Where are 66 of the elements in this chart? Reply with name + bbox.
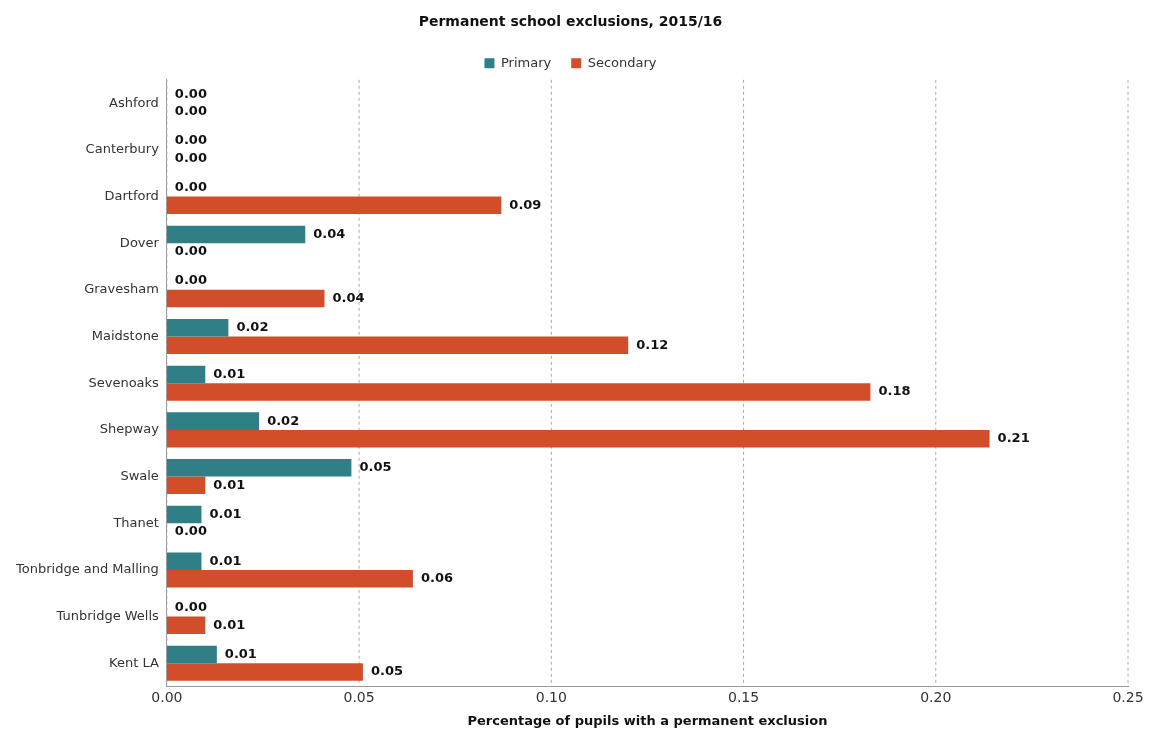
y-tick-label: Tunbridge Wells	[55, 607, 160, 623]
y-tick-label: Tonbridge and Malling	[14, 561, 159, 577]
data-label: 0.01	[209, 505, 242, 521]
chart-title: Permanent school exclusions, 2015/16	[418, 13, 723, 30]
x-axis-title: Percentage of pupils with a permanent exclusion	[467, 712, 828, 728]
x-tick-label: 0.10	[535, 688, 567, 705]
y-tick-label: Maidstone	[91, 327, 159, 343]
y-tick-label: Swale	[120, 467, 159, 483]
data-label: 0.00	[174, 132, 207, 148]
bar	[166, 336, 629, 355]
bar	[166, 476, 206, 495]
bar	[166, 505, 202, 524]
data-label: 0.00	[174, 85, 207, 101]
y-tick-label: Thanet	[112, 514, 159, 530]
x-tick-label: 0.20	[920, 688, 952, 705]
x-tick-label: 0.15	[727, 688, 760, 705]
bar	[166, 429, 990, 448]
data-label: 0.00	[174, 599, 207, 615]
y-tick-label: Sevenoaks	[88, 374, 160, 390]
data-label: 0.04	[313, 225, 346, 241]
data-label: 0.00	[174, 523, 207, 539]
bar	[166, 645, 217, 664]
legend-label: Secondary	[587, 54, 657, 70]
bar	[166, 225, 306, 244]
bar	[166, 569, 413, 588]
y-tick-label: Ashford	[109, 94, 159, 110]
data-label: 0.09	[509, 196, 542, 212]
data-label: 0.01	[209, 552, 242, 568]
bar	[166, 552, 202, 570]
x-tick-label: 0.25	[1112, 688, 1144, 705]
y-tick-label: Dover	[119, 234, 160, 250]
data-label: 0.00	[174, 103, 207, 119]
y-tick-label: Kent LA	[109, 654, 159, 670]
data-label: 0.21	[997, 430, 1030, 445]
bar	[166, 412, 260, 430]
x-tick-label: 0.00	[151, 688, 183, 705]
data-label: 0.01	[213, 365, 246, 381]
x-tick-label: 0.05	[343, 688, 375, 705]
bar	[166, 196, 502, 214]
bar	[166, 459, 352, 477]
data-label: 0.05	[370, 663, 404, 679]
bar	[166, 383, 871, 401]
data-label: 0.00	[174, 179, 207, 195]
data-label: 0.12	[636, 336, 669, 352]
data-label: 0.02	[267, 412, 300, 428]
data-label: 0.02	[236, 319, 269, 335]
bar	[166, 616, 206, 635]
data-label: 0.06	[420, 570, 453, 586]
data-label: 0.18	[878, 383, 911, 399]
data-label: 0.01	[224, 645, 257, 661]
bar	[166, 663, 363, 681]
data-label: 0.00	[174, 243, 207, 259]
y-tick-label: Canterbury	[85, 141, 160, 157]
data-label: 0.00	[174, 149, 207, 165]
y-tick-label: Shepway	[99, 421, 160, 437]
bar	[166, 319, 229, 337]
data-label: 0.05	[359, 459, 392, 475]
data-label: 0.00	[174, 272, 207, 288]
y-tick-label: Dartford	[104, 187, 159, 203]
bar	[166, 365, 206, 384]
bar	[166, 289, 325, 308]
data-label: 0.01	[213, 616, 246, 632]
data-label: 0.01	[213, 476, 246, 492]
data-label: 0.04	[332, 289, 365, 305]
legend-label: Primary	[500, 54, 552, 70]
y-tick-label: Gravesham	[84, 281, 159, 297]
